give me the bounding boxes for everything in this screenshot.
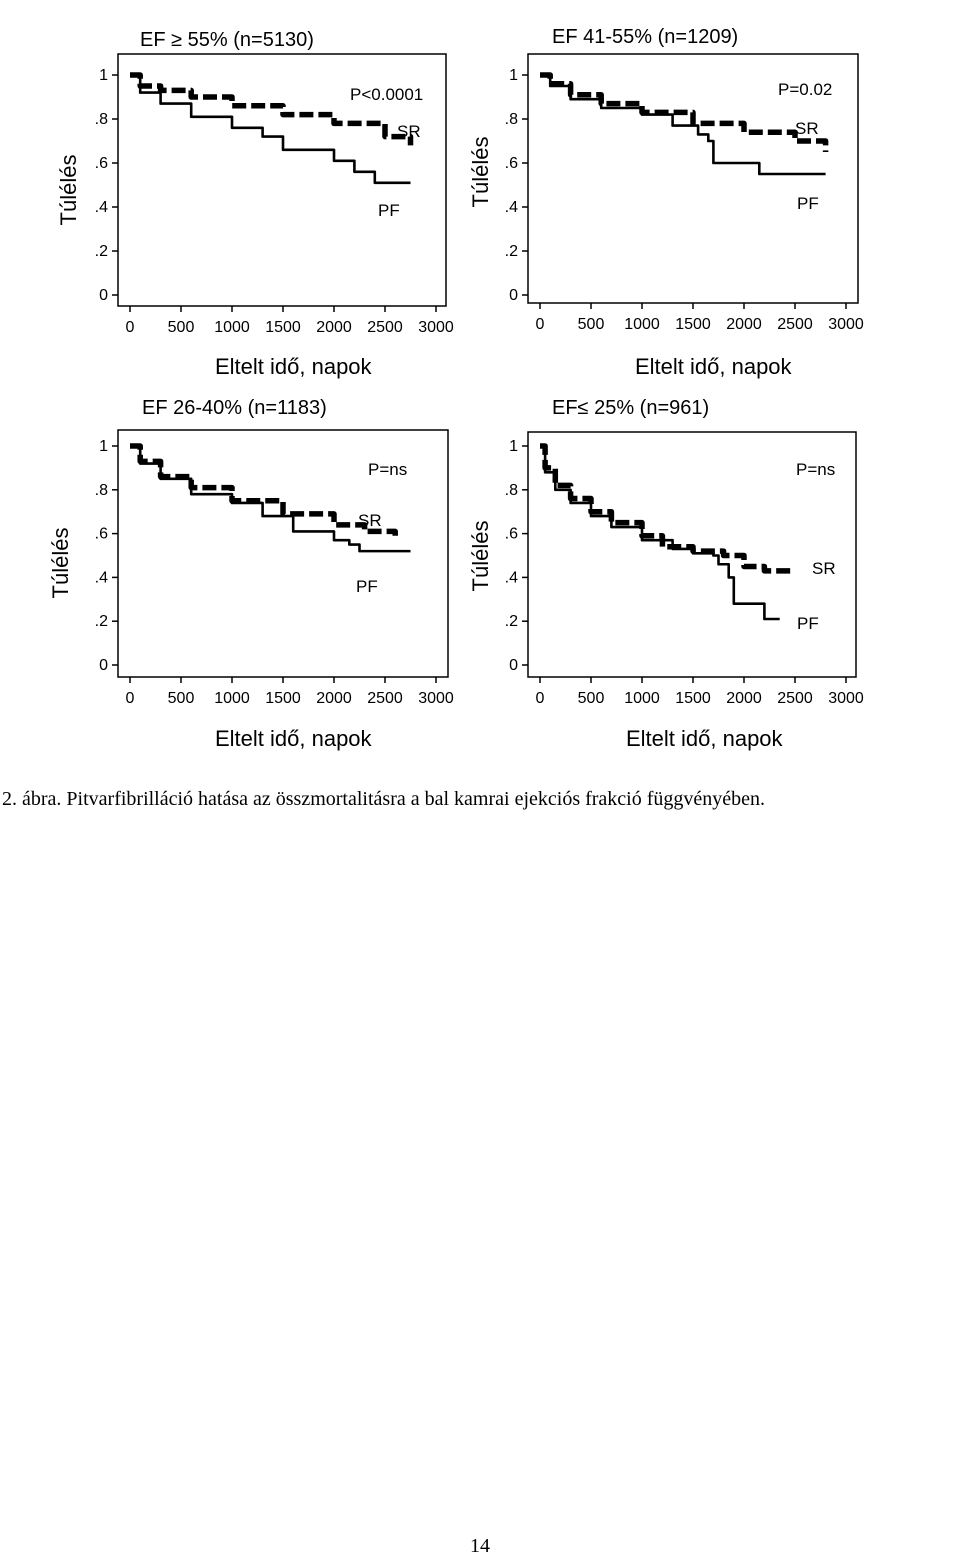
x-tick-label: 1000 [624,690,660,707]
series-line-pf [130,444,411,553]
series-line-pf [540,444,780,621]
x-tick-label: 0 [126,319,135,336]
x-tick-label: 2500 [777,690,813,707]
series-label-pf: PF [797,194,819,213]
x-tick-label: 2000 [726,316,762,333]
y-tick-label: .2 [95,613,108,630]
survival-figure: EF ≥ 55% (n=5130) 0.2.4.6.8 1 0 500 1000 1500 2… [0,0,960,770]
y-tick-label: .6 [95,155,108,172]
x-tick-label: 1000 [624,316,660,333]
y-axis-title: Túlélés [468,137,493,208]
x-tick-label: 1500 [675,690,711,707]
x-axis-title: Eltelt idő, napok [635,354,793,379]
panel-title: EF ≥ 55% (n=5130) [140,29,314,51]
panel-3: EF 26-40% (n=1183) 0 .2 .4 .6 .8 1 0 500 1000 1500… [48,397,454,751]
y-tick-label: .2 [505,613,518,630]
x-tick-label: 2500 [367,319,403,336]
y-tick-label: .2 [95,243,108,260]
series-label-sr: SR [358,511,382,530]
panel-title: EF≤ 25% (n=961) [552,397,709,419]
y-tick-label: .8 [505,111,518,128]
p-value-label: P<0.0001 [350,85,423,104]
y-tick-label: 0 [509,657,518,674]
x-tick-label: 2500 [777,316,813,333]
x-tick-label: 0 [536,690,545,707]
y-tick-label: .8 [505,482,518,499]
x-tick-label: 2000 [316,690,352,707]
x-tick-label: 500 [168,319,195,336]
y-tick-label: .4 [95,199,108,216]
y-tick-label: 1 [509,67,518,84]
series-line-pf [540,73,826,176]
x-tick-label: 3000 [828,690,864,707]
y-tick-label: 1 [99,67,108,84]
series-label-pf: PF [356,577,378,596]
x-axis-title: Eltelt idő, napok [215,726,373,751]
x-axis-title: Eltelt idő, napok [215,354,373,379]
y-tick-label: 1 [509,438,518,455]
y-tick-label: .8 [95,111,108,128]
y-tick-label: .6 [505,526,518,543]
x-tick-label: 0 [536,316,545,333]
panel-title: EF 26-40% (n=1183) [142,397,327,419]
series-line-sr [130,443,398,536]
x-tick-label: 3000 [828,316,864,333]
plot-frame [527,431,857,678]
y-axis-title: Túlélés [468,521,493,592]
p-value-label: P=0.02 [778,80,832,99]
series-label-sr: SR [795,119,819,138]
series-line-sr [130,72,414,146]
panel-2: EF 41-55% (n=1209) 0 .2 .4 .6 .8 1 0 500 1000 1500… [468,26,864,379]
figure-caption: 2. ábra. Pitvarfibrilláció hatása az öss… [2,788,766,810]
x-tick-label: 3000 [418,690,454,707]
series-label-pf: PF [797,614,819,633]
x-tick-label: 1000 [214,690,250,707]
panel-1: EF ≥ 55% (n=5130) 0 .2 .4 .6 .8 1 0 500 1000 1500 2… [56,29,454,379]
p-value-label: P=ns [796,460,835,479]
panel-4: EF≤ 25% (n=961) 0 .2 .4 .6 .8 1 0 500 1000 1500 200… [468,397,864,751]
x-tick-label: 1500 [265,690,301,707]
x-tick-label: 500 [578,690,605,707]
x-tick-label: 2000 [726,690,762,707]
y-tick-label: .2 [505,243,518,260]
series-line-sr [540,443,795,574]
page-number: 14 [470,1535,490,1557]
y-axis-title: Túlélés [48,528,73,599]
x-tick-label: 3000 [418,319,454,336]
x-tick-label: 2500 [367,690,403,707]
y-tick-label: .6 [95,526,108,543]
panel-title: EF 41-55% (n=1209) [552,26,738,48]
y-tick-label: 0 [99,287,108,304]
p-value-label: P=ns [368,460,407,479]
plot-frame [117,53,447,307]
series-line-pf [130,73,411,185]
x-tick-label: 2000 [316,319,352,336]
survival-charts-svg: EF ≥ 55% (n=5130)0.2.4.6.810 500 1000 1500 2… [48,26,864,751]
x-axis-title: Eltelt idő, napok [626,726,784,751]
x-tick-label: 1000 [214,319,250,336]
y-axis-title: Túlélés [56,155,81,226]
series-label-sr: SR [812,559,836,578]
y-tick-label: 1 [99,438,108,455]
y-tick-label: .4 [95,569,108,586]
y-tick-label: 0 [99,657,108,674]
y-tick-label: 0 [509,287,518,304]
x-tick-label: 500 [168,690,195,707]
y-tick-label: .6 [505,155,518,172]
y-tick-label: .8 [95,482,108,499]
x-tick-label: 0 [126,690,135,707]
x-tick-label: 1500 [675,316,711,333]
x-tick-label: 1500 [265,319,301,336]
series-label-sr: SR [397,122,421,141]
series-label-pf: PF [378,201,400,220]
y-tick-label: .4 [505,199,518,216]
x-tick-label: 500 [578,316,605,333]
y-tick-label: .4 [505,569,518,586]
